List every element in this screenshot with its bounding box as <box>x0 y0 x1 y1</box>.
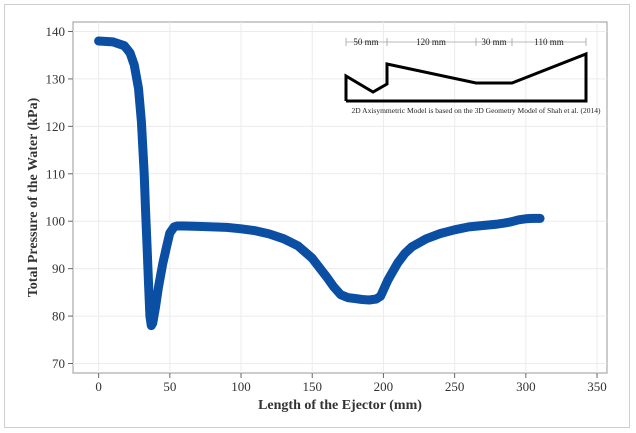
axes: 0 50 100 150 200 250 300 350 70 80 90 100 110 120 130 1… <box>46 24 607 394</box>
x-tick-label: 150 <box>302 379 322 394</box>
y-tick-label: 130 <box>46 71 66 86</box>
y-tick-label: 80 <box>52 309 65 324</box>
data-layer <box>94 36 545 331</box>
y-tick-label: 120 <box>46 119 66 134</box>
x-tick-label: 50 <box>163 379 176 394</box>
geometry-inset: 50 mm 120 mm 30 mm 110 mm 2D Axisymmetri… <box>344 37 601 115</box>
x-tick-label: 350 <box>587 379 607 394</box>
ejector-profile <box>344 51 588 103</box>
x-tick-label: 0 <box>95 379 102 394</box>
x-tick-label: 200 <box>374 379 394 394</box>
y-tick-label: 110 <box>46 166 65 181</box>
y-tick-label: 90 <box>52 261 65 276</box>
x-axis-title: Length of the Ejector (mm) <box>258 398 422 413</box>
dimension-lines <box>345 38 587 46</box>
y-tick-label: 140 <box>46 24 66 39</box>
x-tick-label: 100 <box>231 379 251 394</box>
dimension-label: 120 mm <box>416 37 446 47</box>
y-tick-label: 100 <box>46 214 66 229</box>
y-tick-label: 70 <box>52 356 65 371</box>
inset-caption: 2D Axisymmetric Model is based on the 3D… <box>352 106 601 115</box>
y-axis-title: Total Pressure of the Water (kPa) <box>26 97 41 297</box>
gridlines <box>73 22 607 373</box>
x-tick-label: 250 <box>445 379 465 394</box>
series-line <box>94 36 545 331</box>
dimension-label: 110 mm <box>534 37 563 47</box>
x-tick-label: 300 <box>516 379 536 394</box>
dimension-label: 30 mm <box>481 37 506 47</box>
dimension-label: 50 mm <box>353 37 378 47</box>
